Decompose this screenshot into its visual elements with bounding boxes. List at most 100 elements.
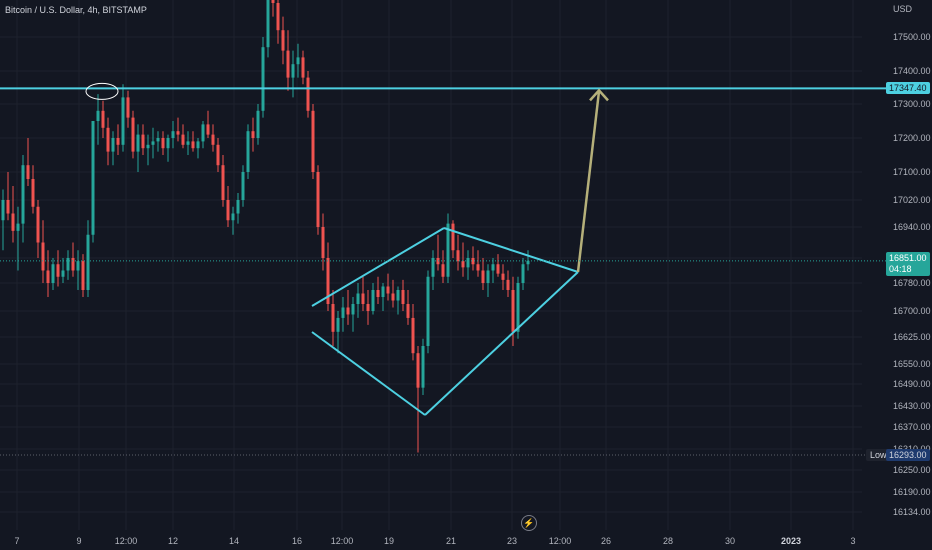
candle-body: [61, 270, 65, 277]
candle-body: [481, 270, 485, 283]
time-tick-label: 12: [168, 536, 178, 546]
candle-body: [526, 260, 530, 265]
candle-body: [186, 141, 190, 145]
candle-body: [286, 50, 290, 78]
time-tick-label: 7: [14, 536, 19, 546]
candle-body: [211, 134, 215, 145]
candle-body: [96, 110, 100, 121]
price-tick-label: 17100.00: [893, 167, 931, 177]
candle-body: [171, 131, 175, 138]
currency-label: USD: [893, 4, 913, 14]
candle-body: [381, 286, 385, 297]
candle-body: [136, 134, 140, 152]
candle-body: [236, 200, 240, 214]
time-axis[interactable]: 7 9 12:00 12 14 16 12:00 19 21 23 12:00 26 28 30 2023 3: [14, 536, 855, 546]
candle-body: [291, 64, 295, 78]
candle-body: [426, 276, 430, 346]
candle-body: [256, 110, 260, 138]
candle-body: [51, 264, 55, 283]
candle-body: [461, 261, 465, 268]
candle-body: [271, 0, 275, 3]
bar-countdown: 04:18: [889, 264, 912, 274]
candle-body: [231, 213, 235, 221]
candle-body: [431, 258, 435, 277]
price-tick-label: 16780.00: [893, 278, 931, 288]
diamond-upper-right: [443, 227, 579, 273]
candle-body: [41, 242, 45, 271]
time-tick-label: 12:00: [549, 536, 572, 546]
candle-body: [521, 264, 525, 283]
level-marker-ellipse: [85, 82, 119, 100]
candle-body: [361, 293, 365, 304]
target-arrow-shaft: [576, 91, 601, 273]
candle-body: [371, 290, 375, 311]
time-tick-label: 21: [446, 536, 456, 546]
candle-body: [386, 286, 390, 294]
candle-body: [151, 141, 155, 145]
candle-body: [321, 227, 325, 258]
lightning-icon[interactable]: ⚡: [521, 515, 537, 531]
candle-body: [26, 165, 30, 179]
candle-body: [486, 270, 490, 283]
candle-body: [11, 213, 15, 231]
candle-body: [496, 264, 500, 274]
price-tick-label: 16490.00: [893, 379, 931, 389]
price-tick-label: 17400.00: [893, 66, 931, 76]
price-tick-label: 16625.00: [893, 332, 931, 342]
horizontal-level-price-tag: 17347.40: [886, 82, 930, 94]
candle-body: [281, 30, 285, 51]
candle-body: [16, 223, 20, 231]
candle-body: [181, 134, 185, 145]
candle-body: [451, 223, 455, 251]
candle-body: [356, 293, 360, 304]
candle-body: [511, 290, 515, 332]
chart-title: Bitcoin / U.S. Dollar, 4h, BITSTAMP: [5, 5, 147, 15]
price-tick-label: 17500.00: [893, 32, 931, 42]
candle-body: [341, 307, 345, 318]
candle-body: [401, 290, 405, 304]
candle-body: [191, 141, 195, 149]
low-caption: Low: [866, 449, 891, 461]
price-tick-label: 16550.00: [893, 359, 931, 369]
diamond-upper-left: [311, 227, 445, 307]
time-tick-label: 28: [663, 536, 673, 546]
candle-body: [116, 138, 120, 145]
candle-body: [156, 138, 160, 142]
candle-body: [176, 131, 180, 135]
candle-body: [376, 290, 380, 297]
candle-body: [106, 127, 110, 152]
candle-body: [166, 138, 170, 149]
candle-body: [216, 144, 220, 166]
price-tick-label: 16134.00: [893, 507, 931, 517]
candle-body: [476, 264, 480, 271]
candle-body: [336, 317, 340, 332]
candle-body: [406, 304, 410, 318]
candle-body: [46, 270, 50, 283]
candle-body: [516, 283, 520, 332]
target-arrow-head: [589, 88, 609, 102]
candle-body: [86, 234, 90, 290]
candle-body: [346, 307, 350, 315]
price-tick-label: 16940.00: [893, 222, 931, 232]
candle-body: [456, 250, 460, 262]
candle-body: [441, 264, 445, 277]
candle-body: [71, 258, 75, 271]
candle-body: [501, 273, 505, 280]
price-tick-label: 17020.00: [893, 195, 931, 205]
candle-body: [311, 110, 315, 172]
candle-body: [276, 3, 280, 31]
candle-body: [101, 110, 105, 128]
candle-body: [146, 144, 150, 149]
time-tick-label: 2023: [781, 536, 801, 546]
candle-body: [36, 206, 40, 243]
price-tick-label: 16250.00: [893, 465, 931, 475]
price-axis[interactable]: 17500.00 17400.00 17300.00 17200.00 17100.00…: [893, 32, 931, 517]
last-price-tag: 16851.00 04:18: [886, 252, 930, 276]
pattern-drawings: [0, 82, 886, 456]
candle-body: [316, 172, 320, 227]
candle-body: [56, 264, 60, 277]
candle-body: [121, 97, 125, 145]
time-tick-label: 23: [507, 536, 517, 546]
time-tick-label: 16: [292, 536, 302, 546]
